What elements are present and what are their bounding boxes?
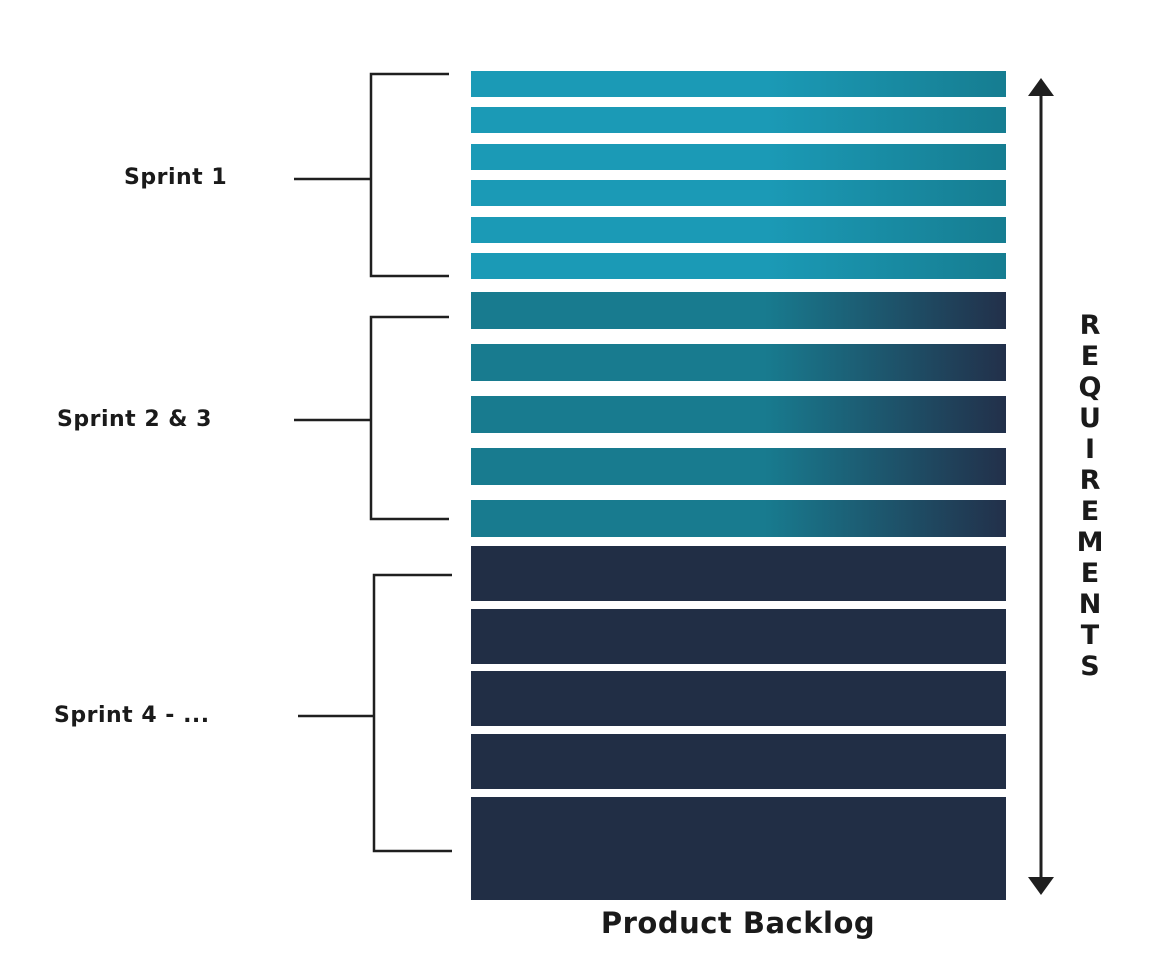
backlog-row [471, 107, 1006, 133]
requirements-letter: E [1080, 496, 1100, 527]
backlog-row [471, 671, 1006, 726]
backlog-row [471, 396, 1006, 433]
sprint-4-label: Sprint 4 - ... [54, 703, 210, 728]
requirements-letter: U [1079, 403, 1101, 434]
sprint-2-3-label: Sprint 2 & 3 [57, 407, 212, 432]
requirements-arrow [1028, 78, 1054, 895]
requirements-letter: I [1084, 434, 1096, 465]
backlog-row [471, 144, 1006, 170]
backlog-rows [471, 71, 1006, 900]
backlog-row [471, 217, 1006, 243]
backlog-caption: Product Backlog [600, 906, 876, 940]
backlog-row [471, 546, 1006, 601]
sprint-bracket-3 [298, 573, 452, 853]
sprint-bracket-2 [294, 315, 449, 521]
requirements-letter: E [1080, 558, 1100, 589]
backlog-row [471, 292, 1006, 329]
backlog-row [471, 797, 1006, 900]
requirements-letter: R [1079, 310, 1101, 341]
arrow-head-up [1028, 78, 1054, 96]
requirements-letter: N [1078, 589, 1102, 620]
backlog-row [471, 71, 1006, 97]
requirements-letter: Q [1078, 372, 1102, 403]
requirements-letter: E [1080, 341, 1100, 372]
backlog-row [471, 609, 1006, 664]
backlog-row [471, 734, 1006, 789]
backlog-row [471, 180, 1006, 206]
sprint-1-label: Sprint 1 [124, 165, 228, 190]
sprint-bracket-1 [294, 72, 449, 278]
requirements-letter: S [1080, 651, 1100, 682]
requirements-letter: R [1079, 465, 1101, 496]
backlog-row [471, 344, 1006, 381]
requirements-letter: T [1080, 620, 1100, 651]
arrow-head-down [1028, 877, 1054, 895]
backlog-row [471, 253, 1006, 279]
backlog-row [471, 448, 1006, 485]
sprint-brackets [294, 72, 452, 853]
backlog-row [471, 500, 1006, 537]
requirements-letter: M [1076, 527, 1104, 558]
